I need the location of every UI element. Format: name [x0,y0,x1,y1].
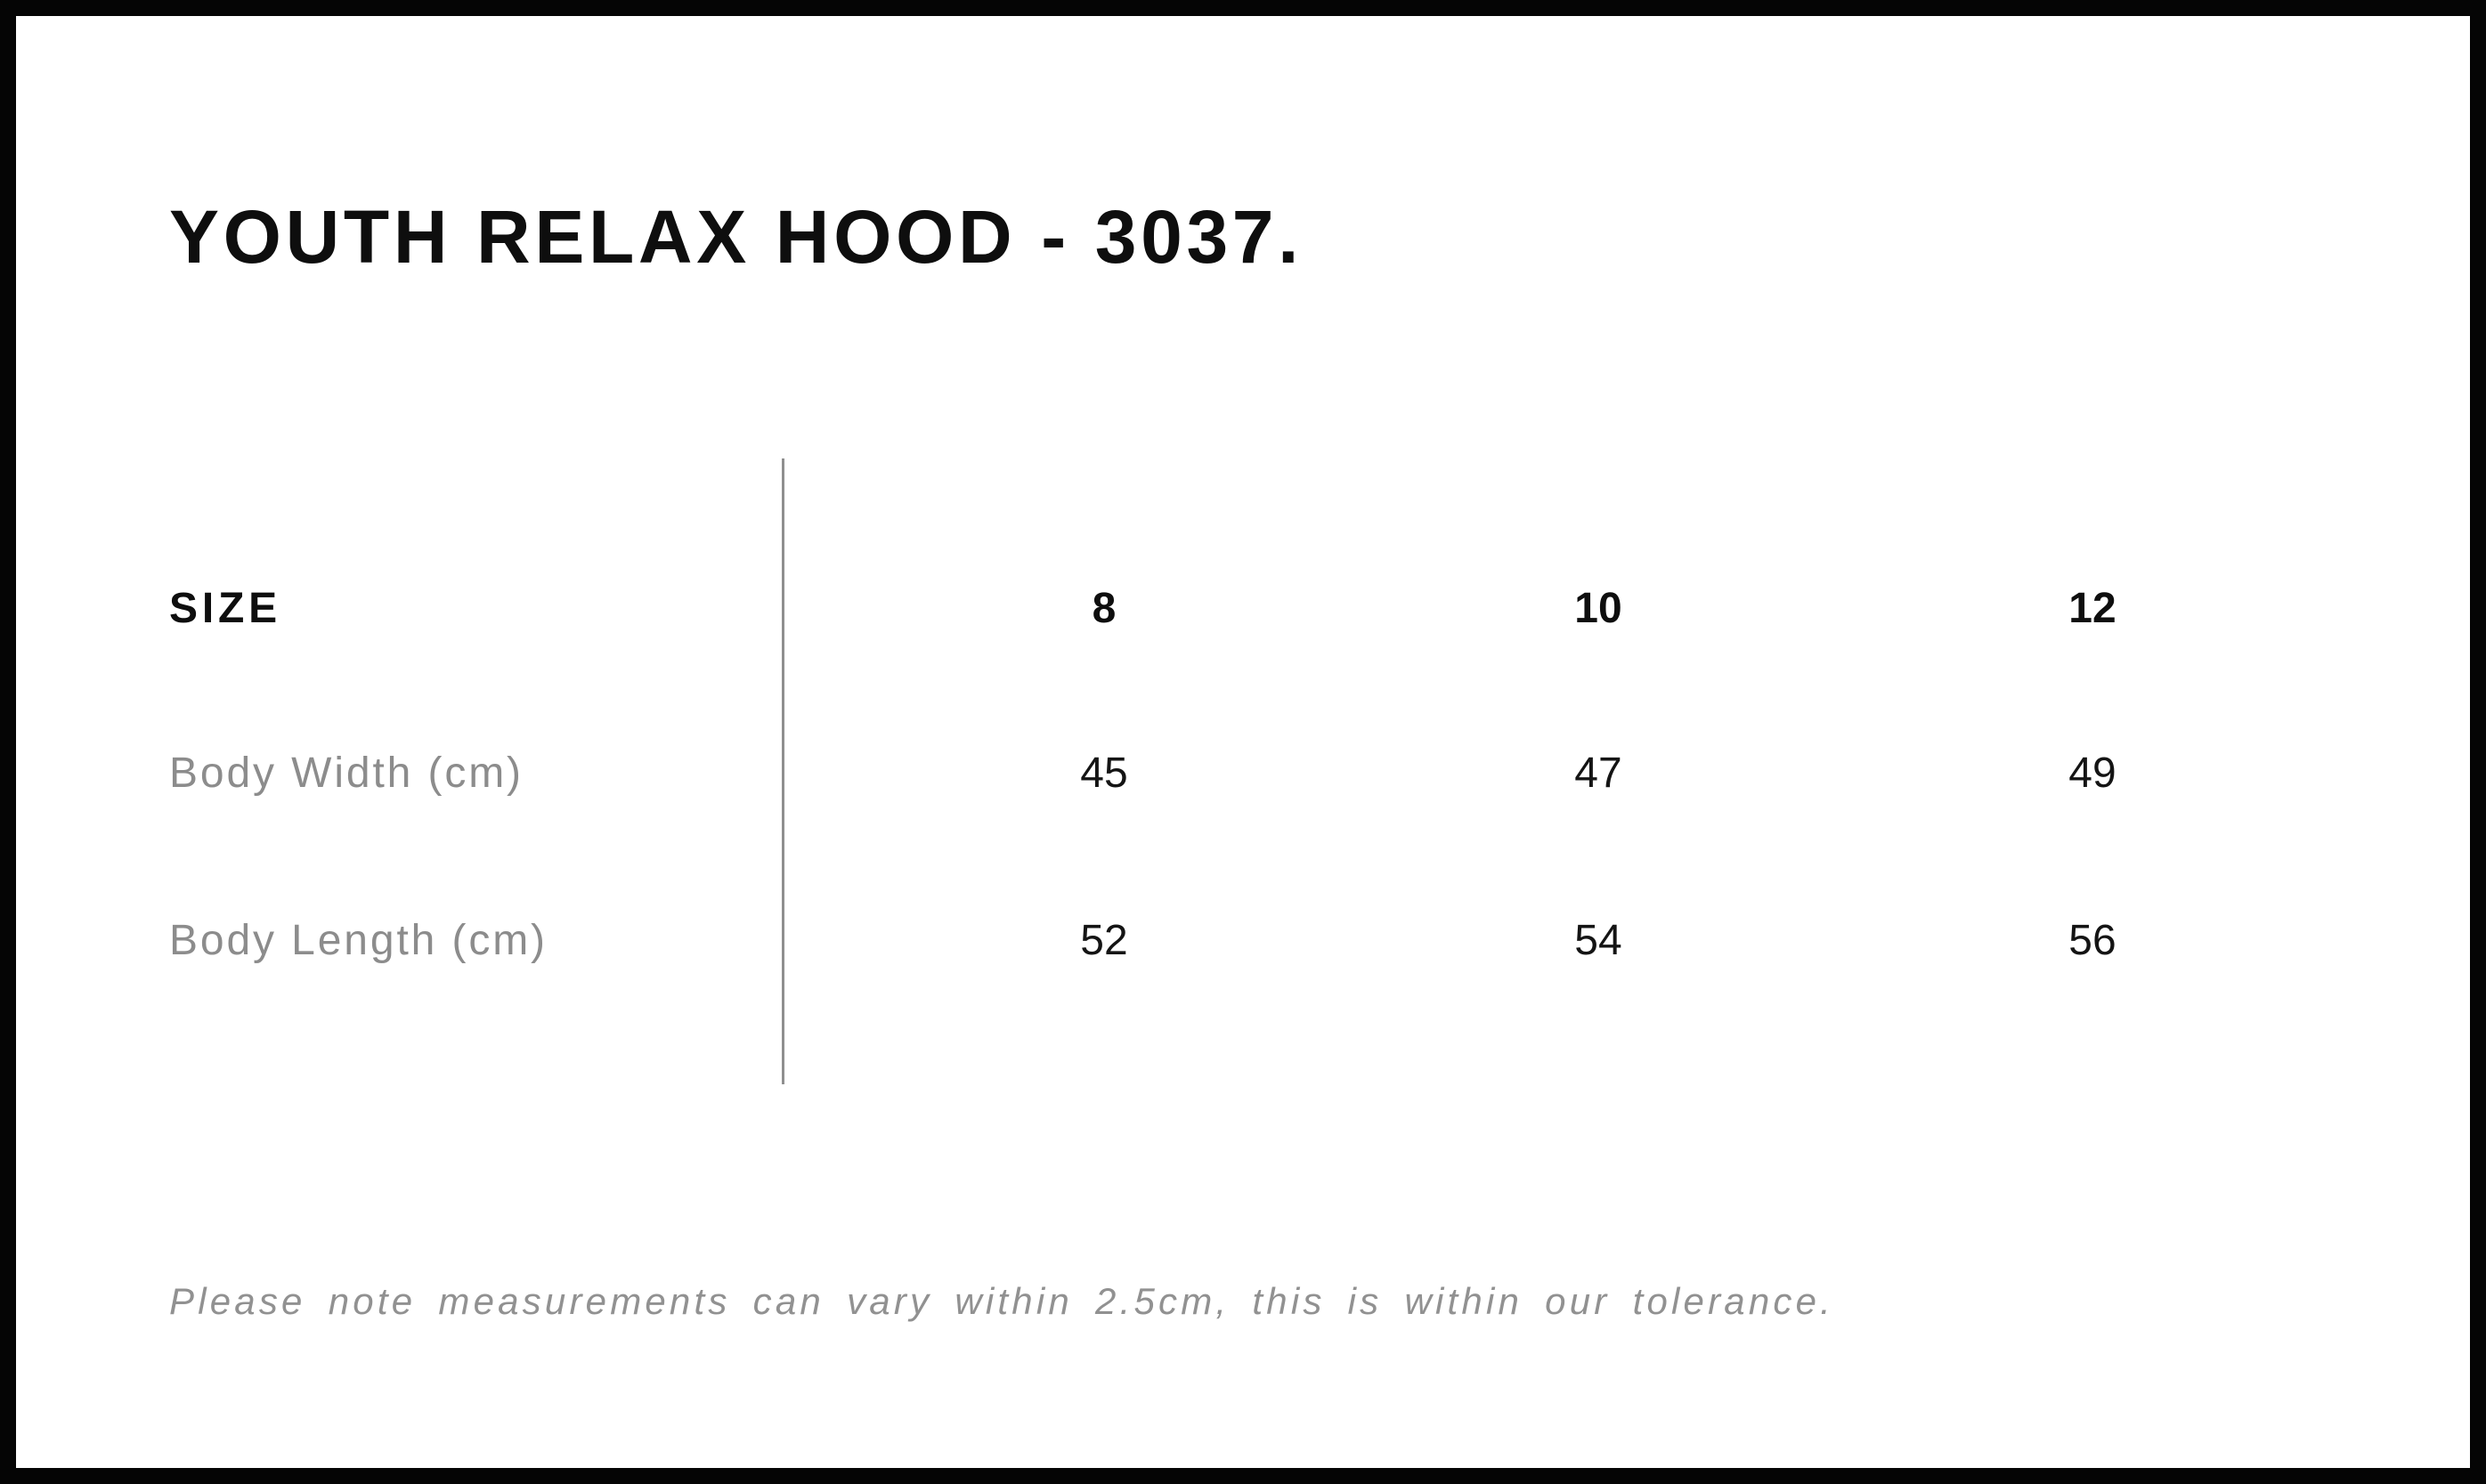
body-length-size-12: 56 [2068,916,2116,964]
tolerance-note: Please note measurements can vary within… [169,1280,1835,1322]
body-width-size-10: 47 [1574,749,1622,797]
body-length-size-10: 54 [1574,916,1622,964]
body-width-size-8: 45 [1080,749,1128,797]
size-column-12: 12 [2068,584,2116,632]
page-title: YOUTH RELAX HOOD - 3037. [169,195,1304,279]
size-column-10: 10 [1574,584,1622,632]
table-vertical-divider [782,458,784,1084]
body-width-size-12: 49 [2068,749,2116,797]
body-length-label: Body Length (cm) [169,916,548,964]
body-width-label: Body Width (cm) [169,749,524,797]
body-width-row: Body Width (cm) 45 47 49 [16,728,2470,817]
size-header-row: SIZE 8 10 12 [16,564,2470,653]
size-header-label: SIZE [169,584,281,632]
size-column-8: 8 [1092,584,1117,632]
body-length-row: Body Length (cm) 52 54 56 [16,896,2470,985]
body-length-size-8: 52 [1080,916,1128,964]
